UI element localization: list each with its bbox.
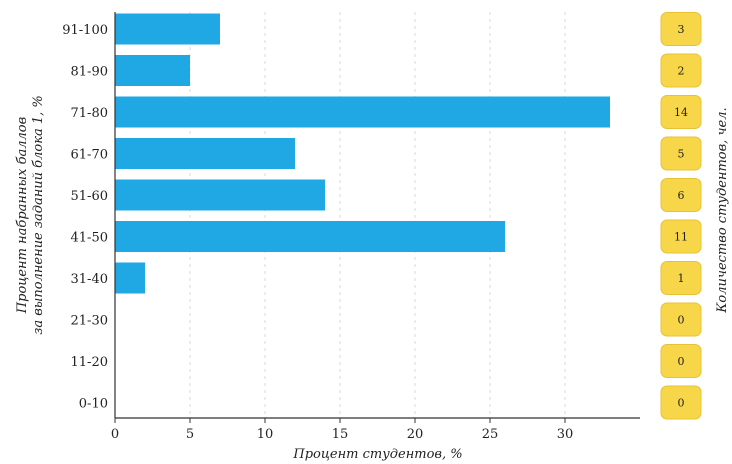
- count-badge: [660, 178, 702, 212]
- x-tick-label: 30: [557, 427, 574, 442]
- grid: [189, 12, 566, 418]
- bar: [115, 221, 505, 252]
- x-tick-label: 0: [111, 427, 119, 442]
- bar: [115, 138, 295, 169]
- count-badge-label: 3: [678, 23, 685, 36]
- x-tick-labels: 0 5 10 15 20 25 30: [111, 418, 573, 442]
- x-tick-label: 25: [482, 427, 499, 442]
- x-tick-label: 10: [257, 427, 274, 442]
- count-badge: [660, 344, 702, 378]
- bar: [115, 96, 610, 128]
- count-badge: [660, 385, 702, 420]
- count-badge-label: 2: [678, 65, 685, 78]
- y-tick-labels: 0-10 11-20 21-30 31-40 41-50 51-60 61-70 71-80 8…: [62, 23, 108, 412]
- bar: [115, 262, 145, 294]
- count-badge: [660, 53, 702, 88]
- count-badge-label: 0: [678, 314, 685, 327]
- y-tick-label: 71-80: [71, 106, 108, 121]
- count-badge: [660, 12, 702, 46]
- count-badge: [660, 219, 702, 254]
- y-tick-label: 81-90: [71, 65, 108, 80]
- right-axis-title: Количество студентов, чел.: [715, 107, 730, 313]
- x-tick-label: 5: [186, 427, 194, 442]
- count-badge-label: 11: [674, 231, 688, 244]
- count-badge-label: 1: [678, 272, 685, 285]
- y-tick-label: 0-10: [79, 397, 108, 412]
- count-badge: [660, 136, 702, 171]
- count-badge-label: 0: [678, 355, 685, 368]
- count-badge-label: 5: [678, 148, 685, 161]
- count-badge: [660, 95, 702, 129]
- y-tick-label: 51-60: [71, 189, 108, 204]
- y-tick-label: 11-20: [71, 355, 108, 370]
- y-axis-title-line2: за выполнение заданий блока 1, %: [31, 95, 46, 334]
- y-tick-label: 91-100: [62, 23, 108, 38]
- count-badge-label: 14: [674, 106, 688, 119]
- y-axis-title-line1: Процент набранных баллов: [15, 117, 30, 314]
- count-badge: [660, 302, 702, 337]
- y-tick-label: 41-50: [71, 231, 108, 246]
- count-badge-label: 6: [678, 189, 685, 202]
- x-tick-label: 15: [332, 427, 349, 442]
- count-badge-label: 0: [678, 397, 685, 410]
- y-tick-label: 31-40: [71, 272, 108, 287]
- bar: [115, 55, 190, 86]
- bars: [115, 13, 610, 294]
- y-tick-label: 21-30: [71, 314, 108, 329]
- count-badge: [660, 261, 702, 295]
- bar: [115, 13, 220, 45]
- x-axis-title: Процент студентов, %: [292, 447, 462, 462]
- bar: [115, 179, 325, 211]
- x-tick-label: 20: [407, 427, 424, 442]
- y-tick-label: 61-70: [71, 148, 108, 163]
- axes: [114, 12, 640, 419]
